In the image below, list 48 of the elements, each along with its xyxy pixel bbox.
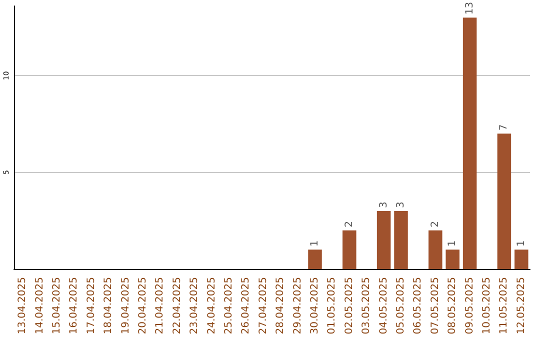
- bar: [497, 134, 512, 269]
- x-tick-label: 16.04.2025: [68, 277, 80, 334]
- x-tick-label: 11.05.2025: [498, 277, 510, 334]
- data-label: 2: [430, 220, 441, 228]
- x-tick-label: 26.04.2025: [240, 277, 252, 334]
- bar: [342, 230, 356, 269]
- x-tick-label: 17.04.2025: [86, 277, 97, 334]
- data-label: 2: [344, 220, 355, 228]
- x-tick-label: 07.05.2025: [430, 277, 441, 334]
- data-label: 1: [516, 240, 527, 247]
- x-tick-label: 25.04.2025: [224, 277, 234, 334]
- x-tick-label: 29.04.2025: [292, 277, 304, 334]
- bar: [394, 210, 408, 269]
- x-tick-label: 21.04.2025: [154, 277, 166, 334]
- x-tick-label: 10.05.2025: [482, 277, 492, 334]
- x-tick-label: 01.05.2025: [326, 277, 338, 334]
- data-label: 13: [464, 2, 476, 15]
- x-tick-label: 12.05.2025: [516, 277, 527, 334]
- x-tick-label: 04.05.2025: [378, 277, 390, 334]
- bar: [462, 18, 477, 269]
- x-tick-label: 03.05.2025: [361, 277, 372, 334]
- x-tick-label: 30.04.2025: [310, 277, 320, 334]
- bar: [308, 250, 322, 269]
- data-label: 1: [447, 240, 458, 247]
- x-tick-label: 23.04.2025: [189, 277, 200, 334]
- data-label: 3: [378, 202, 390, 208]
- bar: [428, 230, 442, 269]
- x-tick-label: 22.04.2025: [172, 277, 183, 334]
- x-tick-label: 13.04.2025: [17, 277, 28, 334]
- x-tick-label: 28.04.2025: [275, 277, 286, 334]
- bar: [376, 210, 391, 269]
- x-tick-label: 19.04.2025: [120, 277, 132, 334]
- data-label: 7: [498, 124, 510, 131]
- x-tick-label: 24.04.2025: [206, 277, 218, 334]
- x-tick-label: 08.05.2025: [447, 277, 458, 334]
- bar: [514, 250, 528, 269]
- x-tick-label: 05.05.2025: [396, 277, 406, 334]
- data-label: 1: [310, 240, 320, 247]
- x-tick-label: 27.04.2025: [258, 277, 269, 334]
- x-tick-label: 14.04.2025: [34, 277, 46, 334]
- x-tick-label: 18.04.2025: [103, 277, 114, 334]
- x-tick-label: 15.04.2025: [52, 277, 62, 334]
- x-tick-label: 09.05.2025: [464, 277, 476, 334]
- x-tick-label: 06.05.2025: [412, 277, 424, 334]
- x-tick-label: 02.05.2025: [344, 277, 355, 334]
- data-label: 3: [396, 202, 406, 208]
- x-tick-label: 20.04.2025: [138, 277, 148, 334]
- bar: [446, 250, 460, 269]
